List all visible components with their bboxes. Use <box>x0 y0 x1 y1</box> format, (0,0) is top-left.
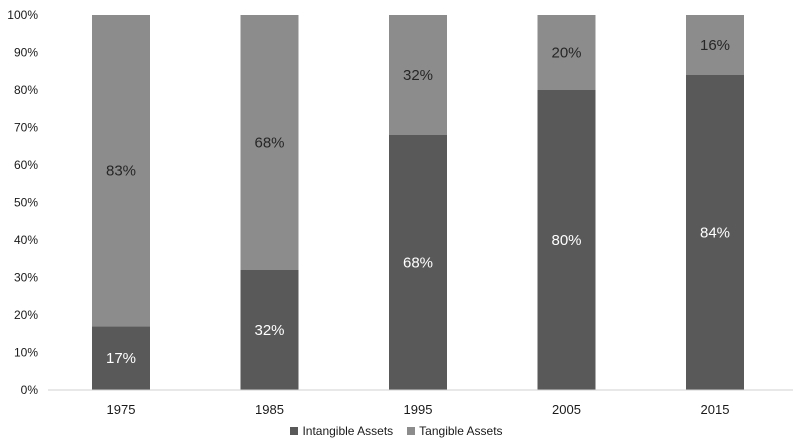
stacked-bar-chart: 0% 10% 20% 30% 40% 50% 60% 70% 80% 90% 100% 17% 83%… <box>7 8 793 417</box>
legend-swatch-tangible <box>407 427 416 435</box>
x-tick-label: 1975 <box>107 402 136 417</box>
data-label-intangible-1975: 17% <box>106 350 136 367</box>
legend: Intangible Assets Tangible Assets <box>0 424 793 438</box>
data-labels: 17% 83% 32% 68% 68% 32% 80% 20% 84% 16% <box>106 37 730 367</box>
legend-label-intangible: Intangible Assets <box>302 424 394 438</box>
y-tick-label: 100% <box>7 8 38 22</box>
bar-tangible-1985 <box>240 15 299 270</box>
bar-intangible-1985 <box>240 270 299 390</box>
data-label-tangible-1985: 68% <box>254 135 284 152</box>
y-tick-label: 40% <box>14 233 38 247</box>
x-tick-label: 2015 <box>701 402 730 417</box>
data-label-tangible-2015: 16% <box>700 37 730 54</box>
x-axis-category-labels: 1975 1985 1995 2005 2015 <box>107 402 730 417</box>
y-tick-label: 20% <box>14 308 38 322</box>
data-label-tangible-2005: 20% <box>551 45 581 62</box>
y-tick-label: 80% <box>14 83 38 97</box>
y-tick-label: 50% <box>14 196 38 210</box>
bar-tangible-1995 <box>389 15 447 135</box>
bar-intangible-1975 <box>92 326 150 390</box>
y-tick-label: 10% <box>14 346 38 360</box>
y-axis-tick-labels: 0% 10% 20% 30% 40% 50% 60% 70% 80% 90% 100% <box>7 8 38 397</box>
x-tick-label: 1995 <box>404 402 433 417</box>
data-label-intangible-1995: 68% <box>403 255 433 272</box>
bars <box>92 15 744 390</box>
x-tick-label: 2005 <box>552 402 581 417</box>
bar-intangible-2015 <box>686 75 744 390</box>
data-label-tangible-1995: 32% <box>403 67 433 84</box>
bar-intangible-2005 <box>537 90 596 390</box>
data-label-intangible-2005: 80% <box>551 232 581 249</box>
data-label-intangible-1985: 32% <box>254 322 284 339</box>
y-tick-label: 70% <box>14 121 38 135</box>
y-tick-label: 90% <box>14 46 38 60</box>
y-tick-label: 60% <box>14 158 38 172</box>
bar-tangible-2015 <box>686 15 744 75</box>
legend-swatch-intangible <box>290 427 299 435</box>
bar-tangible-1975 <box>92 15 150 327</box>
bar-tangible-2005 <box>537 15 596 90</box>
legend-label-tangible: Tangible Assets <box>419 424 503 438</box>
legend-item-tangible: Tangible Assets <box>407 424 503 438</box>
legend-item-intangible: Intangible Assets <box>290 424 393 438</box>
bar-intangible-1995 <box>389 135 447 390</box>
y-tick-label: 0% <box>21 383 39 397</box>
x-tick-label: 1985 <box>255 402 284 417</box>
data-label-intangible-2015: 84% <box>700 225 730 242</box>
data-label-tangible-1975: 83% <box>106 163 136 180</box>
y-tick-label: 30% <box>14 271 38 285</box>
